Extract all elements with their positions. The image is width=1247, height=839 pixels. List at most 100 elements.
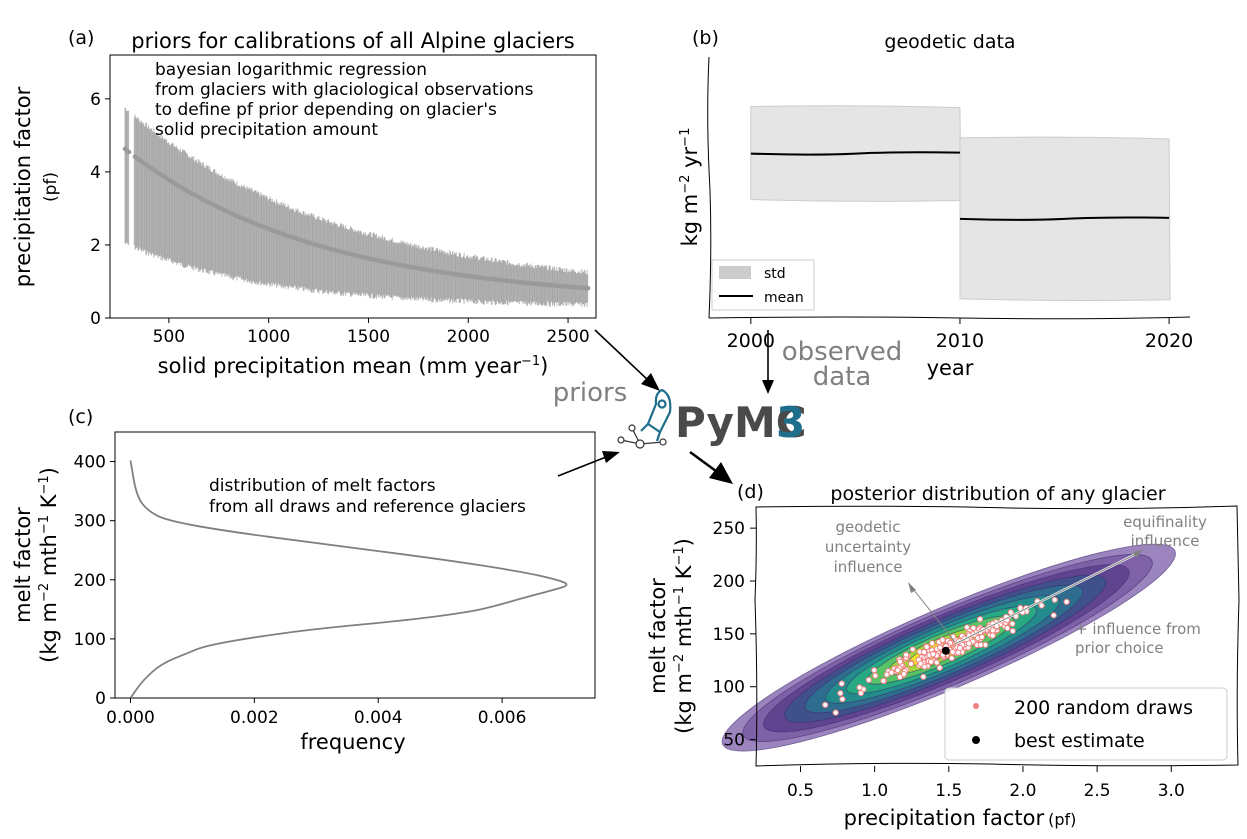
panel-a-title: priors for calibrations of all Alpine gl… — [131, 29, 575, 53]
panel-a-annotation-line: to define pf prior depending on glacier'… — [155, 100, 497, 120]
panel-a-y-axis-sublabel: (pf) — [41, 172, 61, 202]
arrow-priors-head — [641, 373, 660, 391]
x-tick-label: 3.0 — [1158, 781, 1185, 801]
panel-d-annotations: geodetic uncertainty influence equifinal… — [825, 513, 1207, 657]
annotation-equifinality-arrow-head — [1133, 550, 1143, 558]
random-draw-point — [921, 663, 928, 670]
legend-random-draws-label: 200 random draws — [1014, 697, 1193, 719]
legend-std-label: std — [764, 266, 786, 282]
panel-c-y-axis-sublabel: (kg m−2 mth−1 K−1) — [37, 467, 61, 663]
observed-data-label-line1: observed — [782, 337, 903, 367]
annotation-equifinality-line1: equifinality — [1123, 513, 1207, 531]
mean-point — [585, 286, 591, 291]
x-tick-label: 0.5 — [787, 781, 814, 801]
y-tick-label: 300 — [74, 512, 106, 532]
random-draw-point — [977, 616, 984, 623]
x-tick-label: 2.5 — [1084, 781, 1111, 801]
random-draw-point — [1009, 627, 1016, 635]
rocket-icon — [617, 388, 672, 449]
panel-d-y-ticks: 50 100 150 200 250 — [713, 519, 756, 751]
panel-b-y-axis-label: kg m−2 yr−1 — [678, 128, 702, 247]
random-draw-point — [927, 658, 935, 665]
panel-a-annotation: bayesian logarithmic regression from gla… — [155, 60, 534, 140]
panel-b-mean-lines — [750, 151, 1170, 221]
random-draw-point — [888, 669, 895, 676]
panel-c-annotation-line2: from all draws and reference glaciers — [209, 497, 526, 517]
panel-c-distribution-line — [129, 460, 568, 699]
random-draw-point — [880, 677, 887, 685]
random-draw-point — [921, 649, 928, 656]
panel-a-annotation-line: from glaciers with glaciological observa… — [155, 80, 534, 100]
random-draw-point — [923, 643, 930, 651]
y-tick-label: 4 — [90, 163, 101, 183]
panel-c-y-ticks: 0 100 200 300 400 — [74, 453, 115, 709]
random-draw-point — [1050, 612, 1057, 619]
x-tick-label: 1500 — [347, 327, 390, 347]
y-tick-label: 6 — [90, 90, 101, 110]
random-draw-point — [896, 673, 904, 681]
random-draw-point — [839, 696, 846, 703]
x-tick-label: 2000 — [727, 330, 775, 352]
y-tick-label: 150 — [713, 625, 745, 645]
random-draw-point — [822, 701, 829, 709]
random-draw-point — [948, 655, 955, 662]
panel-a-y-axis-label: precipitation factor — [11, 86, 35, 287]
x-tick-label: 0.006 — [478, 708, 527, 728]
panel-d-legend: 200 random draws best estimate — [944, 687, 1228, 761]
panel-a-y-ticks: 0 2 4 6 — [90, 90, 110, 329]
annotation-geodetic-line1: geodetic — [836, 518, 901, 536]
random-draw-point — [838, 680, 845, 687]
random-draw-point — [978, 633, 986, 641]
panel-c-x-axis-label: frequency — [300, 730, 405, 754]
panel-d-label: (d) — [737, 481, 764, 503]
random-draw-point — [949, 648, 956, 656]
random-draw-point — [937, 644, 944, 651]
arrow-priors — [594, 329, 651, 383]
panel-d-chart: (d) posterior distribution of any glacie… — [646, 481, 1240, 830]
x-tick-label: 2500 — [546, 327, 589, 347]
random-draw-point — [977, 641, 984, 649]
annotation-geodetic-arrow-head — [908, 582, 916, 593]
legend-best-estimate-label: best estimate — [1014, 730, 1145, 752]
random-draw-point — [939, 636, 946, 644]
random-draw-point — [894, 667, 901, 674]
random-draw-point — [1009, 620, 1016, 627]
random-draw-point — [936, 664, 943, 671]
panel-b-legend: std mean — [711, 259, 815, 311]
annotation-prior-line2: prior choice — [1075, 639, 1164, 657]
x-tick-label: 1.5 — [935, 781, 962, 801]
panel-b-x-axis-line — [708, 316, 1191, 320]
random-draw-point — [856, 684, 863, 691]
panel-a-annotation-line: solid precipitation amount — [155, 120, 378, 140]
random-draw-point — [917, 660, 924, 667]
priors-label: priors — [553, 378, 628, 408]
random-draw-point — [900, 671, 908, 678]
panel-d-x-axis-label: precipitation factor (pf) — [844, 806, 1077, 830]
random-draw-point — [871, 667, 878, 674]
mean-line — [750, 151, 960, 156]
random-draw-point — [837, 690, 844, 697]
random-draw-point — [909, 646, 916, 653]
random-draw-point — [1063, 598, 1070, 606]
panel-c-axes-frame — [114, 431, 596, 699]
panel-b-x-ticks: 2000 2010 2020 — [727, 318, 1193, 352]
y-tick-label: 250 — [713, 519, 745, 539]
legend-random-draws-marker — [973, 703, 979, 709]
observed-data-label-line2: data — [813, 362, 872, 392]
panel-d-x-ticks: 0.5 1.0 1.5 2.0 2.5 3.0 — [787, 766, 1185, 801]
x-tick-label: 0.000 — [106, 708, 155, 728]
best-estimate-point — [941, 646, 950, 655]
panel-c-annotation-line1: distribution of melt factors — [209, 476, 436, 496]
random-draw-point — [970, 624, 977, 632]
x-tick-label: 1000 — [247, 327, 290, 347]
panel-d-axes-frame — [754, 505, 1240, 767]
arrow-melt-factors-head — [602, 451, 620, 463]
mean-line — [959, 216, 1170, 221]
random-draw-point — [1038, 602, 1045, 609]
logo-text-pymc: PyMC — [675, 398, 807, 447]
panel-a-label: (a) — [68, 27, 94, 49]
panel-d-y-axis-label: melt factor — [646, 578, 670, 694]
y-tick-label: 0 — [95, 689, 106, 709]
